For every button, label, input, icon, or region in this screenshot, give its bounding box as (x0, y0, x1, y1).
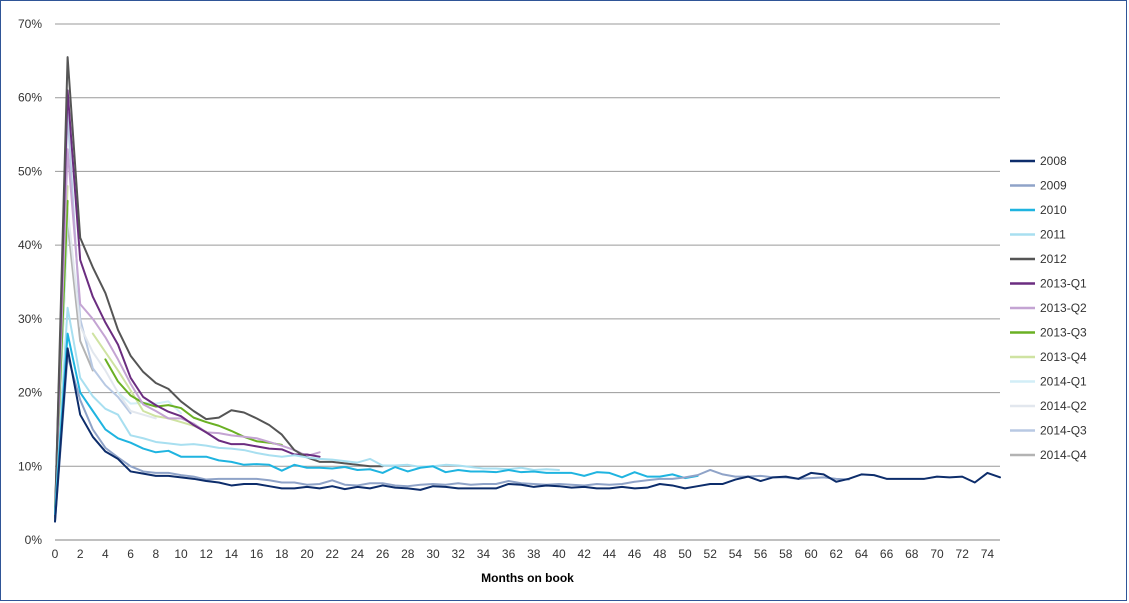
legend-label: 2014-Q2 (1040, 399, 1087, 413)
x-tick-label: 24 (351, 547, 365, 561)
legend-label: 2012 (1040, 252, 1067, 266)
x-tick-label: 52 (704, 547, 718, 561)
x-tick-label: 30 (426, 547, 440, 561)
legend-label: 2014-Q4 (1040, 448, 1087, 462)
legend-label: 2013-Q2 (1040, 301, 1087, 315)
y-tick-label: 10% (18, 459, 42, 473)
x-axis-title: Months on book (481, 571, 574, 585)
x-tick-label: 64 (855, 547, 869, 561)
x-tick-label: 50 (678, 547, 692, 561)
x-tick-label: 68 (905, 547, 919, 561)
x-tick-label: 54 (729, 547, 743, 561)
x-tick-label: 40 (552, 547, 566, 561)
y-tick-label: 30% (18, 312, 42, 326)
x-tick-label: 48 (653, 547, 667, 561)
y-tick-label: 20% (18, 386, 42, 400)
y-tick-label: 60% (18, 91, 42, 105)
series-line (54, 347, 1001, 523)
x-tick-label: 36 (502, 547, 516, 561)
x-axis-tick-labels: 0 2 4 6 8 10 12 14 16 18 20 22 24 26 28 30 32 34 36 38 40 42 4… (52, 547, 995, 561)
x-tick-label: 34 (477, 547, 491, 561)
legend-label: 2013-Q3 (1040, 326, 1087, 340)
x-tick-label: 26 (376, 547, 390, 561)
series-line (54, 306, 560, 516)
y-tick-label: 0% (25, 533, 43, 547)
series-line (54, 56, 384, 519)
x-tick-label: 20 (300, 547, 314, 561)
x-tick-label: 56 (754, 547, 768, 561)
x-tick-label: 42 (578, 547, 592, 561)
series-line (54, 354, 850, 523)
y-axis-tick-labels: 0% 10% 20% 30% 40% 50% 60% 70% (18, 17, 42, 547)
x-tick-label: 74 (981, 547, 995, 561)
series-line (54, 207, 157, 512)
legend-label: 2009 (1040, 179, 1067, 193)
legend-label: 2011 (1040, 228, 1066, 242)
legend-label: 2013-Q4 (1040, 350, 1087, 364)
series-lines (54, 56, 1001, 523)
x-tick-label: 4 (102, 547, 109, 561)
legend: 2008 2009 2010 2011 2012 2013-Q1 2013-Q2 2013-Q… (1010, 154, 1087, 462)
x-tick-label: 14 (225, 547, 239, 561)
x-tick-label: 22 (326, 547, 340, 561)
x-tick-label: 2 (77, 547, 84, 561)
x-tick-label: 8 (152, 547, 159, 561)
gridlines (55, 23, 1000, 467)
y-tick-label: 50% (18, 164, 42, 178)
x-tick-label: 46 (628, 547, 642, 561)
x-tick-label: 72 (956, 547, 970, 561)
series-line (54, 148, 321, 519)
x-tick-label: 66 (880, 547, 894, 561)
legend-label: 2010 (1040, 203, 1067, 217)
x-tick-label: 18 (275, 547, 289, 561)
legend-label: 2013-Q1 (1040, 277, 1087, 291)
x-tick-label: 58 (779, 547, 793, 561)
x-tick-label: 32 (452, 547, 466, 561)
x-tick-label: 28 (401, 547, 415, 561)
x-tick-label: 12 (200, 547, 214, 561)
x-tick-label: 10 (174, 547, 188, 561)
legend-label: 2008 (1040, 154, 1067, 168)
y-tick-label: 40% (18, 238, 42, 252)
x-tick-label: 6 (127, 547, 134, 561)
x-tick-label: 60 (804, 547, 818, 561)
x-tick-label: 70 (930, 547, 944, 561)
legend-label: 2014-Q1 (1040, 375, 1087, 389)
legend-label: 2014-Q3 (1040, 424, 1087, 438)
x-tick-label: 44 (603, 547, 617, 561)
y-tick-label: 70% (18, 17, 42, 31)
x-tick-label: 62 (830, 547, 844, 561)
x-tick-label: 38 (527, 547, 541, 561)
series-line (54, 89, 321, 519)
x-tick-label: 16 (250, 547, 264, 561)
x-tick-label: 0 (52, 547, 59, 561)
series-line (54, 332, 699, 516)
